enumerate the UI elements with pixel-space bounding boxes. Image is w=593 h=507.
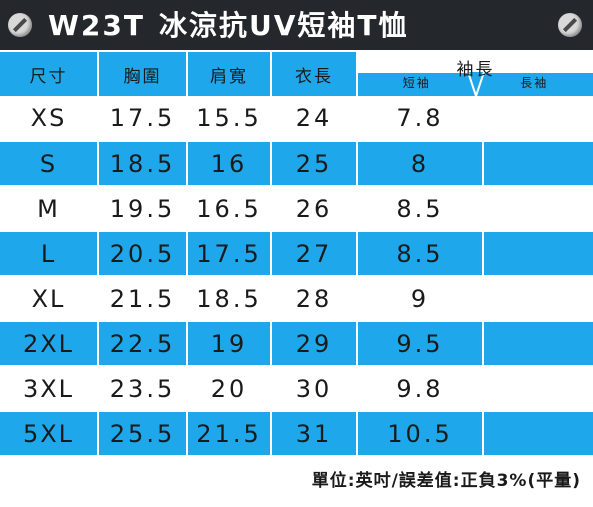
shoulder-cell: 16.5 [186, 186, 271, 231]
size-cell: M [0, 186, 98, 231]
chest-cell: 18.5 [97, 140, 187, 187]
header-length: 衣長 [270, 52, 357, 96]
size-chart-table: 尺寸 胸圍 肩寬 衣長 袖長 短袖 長袖 XS 17.5 15.5 24 7.8 [0, 52, 593, 457]
size-cell: 3XL [0, 366, 98, 411]
short-sleeve-cell: 9 [356, 276, 483, 321]
shoulder-cell: 20 [186, 366, 271, 411]
table-row: S 18.5 16 25 8 [0, 140, 593, 187]
short-sleeve-cell: 8.5 [356, 186, 483, 231]
short-sleeve-cell: 8 [356, 140, 483, 187]
short-sleeve-cell: 8.5 [356, 230, 483, 277]
long-sleeve-cell [482, 186, 593, 231]
table-row: M 19.5 16.5 26 8.5 [0, 186, 593, 231]
length-cell: 29 [270, 320, 357, 367]
product-name: 冰涼抗UV短袖T恤 [158, 9, 409, 42]
length-cell: 24 [270, 96, 357, 141]
table-row: L 20.5 17.5 27 8.5 [0, 230, 593, 277]
table-row: XL 21.5 18.5 28 9 [0, 276, 593, 321]
short-sleeve-cell: 9.5 [356, 320, 483, 367]
shoulder-cell: 18.5 [186, 276, 271, 321]
header-sleeve-label: 袖長 [456, 60, 495, 80]
header-shoulder: 肩寬 [186, 52, 271, 96]
size-cell: 2XL [0, 320, 98, 367]
sleeve-divider-graphic [358, 52, 593, 96]
chest-cell: 21.5 [97, 276, 187, 321]
shoulder-cell: 16 [186, 140, 271, 187]
shoulder-cell: 17.5 [186, 230, 271, 277]
size-cell: 5XL [0, 410, 98, 457]
shoulder-cell: 19 [186, 320, 271, 367]
table-row: 2XL 22.5 19 29 9.5 [0, 320, 593, 367]
length-cell: 26 [270, 186, 357, 231]
header-size: 尺寸 [0, 52, 98, 96]
size-cell: L [0, 230, 98, 277]
screw-icon [558, 13, 582, 37]
short-sleeve-cell: 9.8 [356, 366, 483, 411]
long-sleeve-cell [482, 140, 593, 187]
shoulder-cell: 21.5 [186, 410, 271, 457]
long-sleeve-cell [482, 410, 593, 457]
chest-cell: 19.5 [97, 186, 187, 231]
length-cell: 31 [270, 410, 357, 457]
chest-cell: 22.5 [97, 320, 187, 367]
table-row: 5XL 25.5 21.5 31 10.5 [0, 410, 593, 457]
size-cell: S [0, 140, 98, 187]
header-long-sleeve: 長袖 [520, 76, 549, 90]
length-cell: 30 [270, 366, 357, 411]
chest-cell: 25.5 [97, 410, 187, 457]
chest-cell: 20.5 [97, 230, 187, 277]
chest-cell: 23.5 [97, 366, 187, 411]
long-sleeve-cell [482, 320, 593, 367]
page-title: W23T 冰涼抗UV短袖T恤 [48, 6, 408, 46]
product-code: W23T [48, 9, 145, 42]
long-sleeve-cell [482, 366, 593, 411]
header-chest: 胸圍 [97, 52, 187, 96]
long-sleeve-cell [482, 230, 593, 277]
unit-note: 單位:英吋/誤差值:正負3%(平量) [311, 471, 581, 491]
long-sleeve-cell [482, 96, 593, 141]
screw-icon [8, 13, 32, 37]
short-sleeve-cell: 10.5 [356, 410, 483, 457]
size-cell: XL [0, 276, 98, 321]
long-sleeve-cell [482, 276, 593, 321]
short-sleeve-cell: 7.8 [356, 96, 483, 141]
length-cell: 28 [270, 276, 357, 321]
header-short-sleeve: 短袖 [402, 76, 431, 90]
table-header-row: 尺寸 胸圍 肩寬 衣長 袖長 短袖 長袖 [0, 52, 593, 96]
size-cell: XS [0, 96, 98, 141]
length-cell: 27 [270, 230, 357, 277]
shoulder-cell: 15.5 [186, 96, 271, 141]
chest-cell: 17.5 [97, 96, 187, 141]
table-row: 3XL 23.5 20 30 9.8 [0, 366, 593, 411]
table-row: XS 17.5 15.5 24 7.8 [0, 96, 593, 141]
title-bar: W23T 冰涼抗UV短袖T恤 [0, 0, 593, 50]
header-sleeve: 袖長 短袖 長袖 [356, 52, 593, 96]
length-cell: 25 [270, 140, 357, 187]
